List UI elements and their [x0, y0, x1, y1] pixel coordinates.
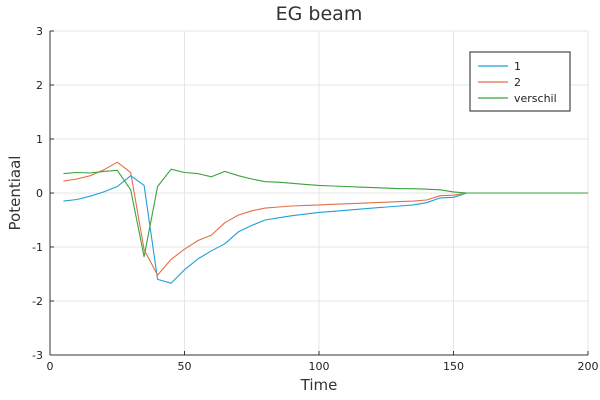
legend-label: verschil — [514, 92, 557, 105]
y-tick-label: 3 — [36, 25, 43, 38]
y-tick-label: -2 — [32, 295, 43, 308]
legend-label: 1 — [514, 60, 521, 73]
tick-labels: 0 50 100 150 200 -3 -2 -1 0 1 2 3 — [32, 25, 598, 373]
series-group — [63, 161, 588, 284]
x-tick-label: 0 — [47, 360, 54, 373]
x-tick-label: 50 — [178, 360, 192, 373]
y-tick-label: 2 — [36, 79, 43, 92]
legend: 1 2 verschil — [469, 51, 571, 112]
x-axis-label: Time — [300, 376, 338, 394]
x-tick-label: 150 — [443, 360, 464, 373]
x-tick-label: 200 — [578, 360, 599, 373]
y-tick-label: 1 — [36, 133, 43, 146]
y-tick-label: -1 — [32, 241, 43, 254]
chart-title: EG beam — [276, 3, 363, 25]
y-tick-label: 0 — [36, 187, 43, 200]
legend-label: 2 — [514, 76, 521, 89]
x-tick-label: 100 — [309, 360, 330, 373]
y-tick-label: -3 — [32, 349, 43, 362]
y-axis-label: Potentiaal — [6, 156, 24, 231]
series-line-verschil — [63, 168, 588, 258]
